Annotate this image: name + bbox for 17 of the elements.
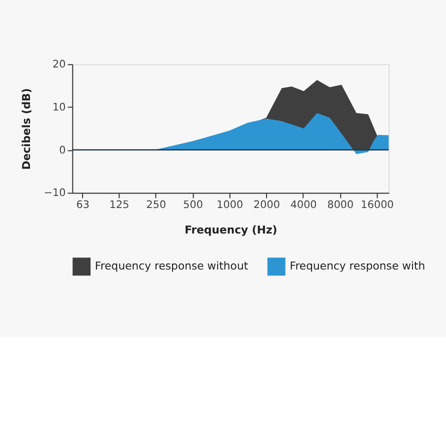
- x-tick-label: 1000: [216, 199, 244, 212]
- legend-label: Frequency response without: [94, 260, 248, 273]
- x-tick-label: 125: [109, 199, 130, 212]
- y-axis-title: Decibels (dB): [20, 88, 34, 170]
- x-tick-label: 16000: [360, 199, 394, 212]
- x-axis-title: Frequency (Hz): [184, 223, 278, 236]
- y-tick-label: 20: [52, 58, 66, 71]
- x-tick-label: 250: [146, 199, 166, 212]
- x-tick-label: 2000: [254, 199, 280, 212]
- x-tick-label: 4000: [290, 199, 317, 212]
- y-tick-label: 10: [52, 101, 66, 114]
- y-tick-label: 0: [59, 144, 66, 156]
- legend-label: Frequency response with: [290, 260, 426, 273]
- y-tick-label: −10: [44, 187, 66, 200]
- x-tick-label: 8000: [327, 199, 354, 212]
- x-tick-label: 63: [76, 199, 90, 212]
- x-tick-label: 500: [183, 199, 203, 212]
